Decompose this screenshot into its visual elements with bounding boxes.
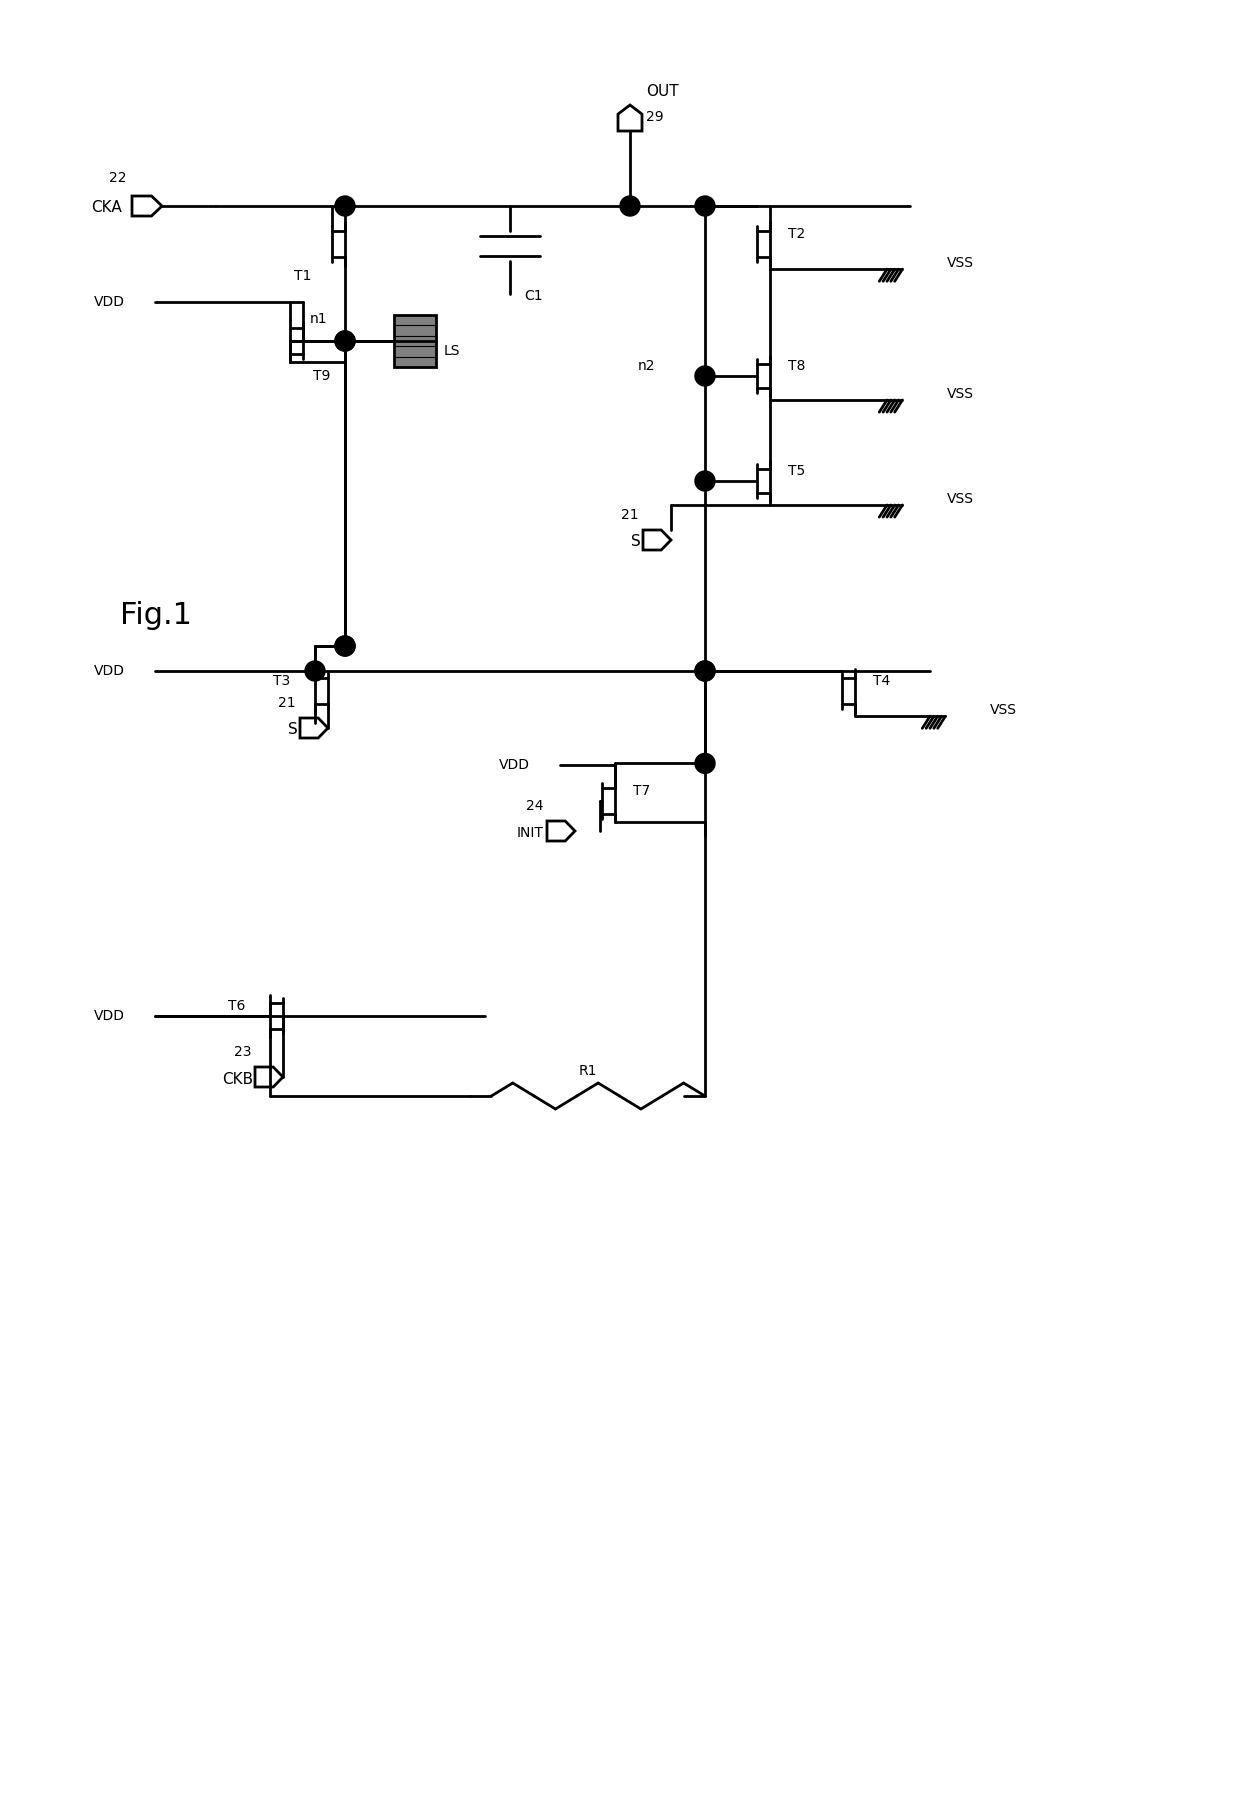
Circle shape	[694, 367, 715, 387]
Text: T8: T8	[787, 360, 805, 372]
Text: VSS: VSS	[990, 703, 1017, 717]
Text: 23: 23	[233, 1044, 250, 1059]
Text: T5: T5	[787, 465, 805, 478]
Circle shape	[305, 661, 325, 681]
Text: VDD: VDD	[94, 1010, 125, 1022]
Circle shape	[335, 196, 355, 216]
Text: T9: T9	[312, 369, 330, 383]
Text: T1: T1	[294, 269, 311, 283]
Text: T2: T2	[787, 227, 805, 242]
Text: T4: T4	[873, 674, 890, 688]
Text: R1: R1	[578, 1064, 596, 1079]
Text: VDD: VDD	[94, 665, 125, 677]
Circle shape	[335, 331, 355, 350]
Text: T3: T3	[273, 674, 290, 688]
Text: 29: 29	[646, 111, 663, 123]
Text: C1: C1	[525, 289, 543, 303]
Text: CKA: CKA	[92, 200, 122, 214]
Circle shape	[335, 636, 355, 656]
Text: OUT: OUT	[646, 84, 678, 98]
Circle shape	[335, 331, 355, 350]
Text: VDD: VDD	[498, 757, 529, 772]
Text: S: S	[631, 534, 641, 550]
Text: VSS: VSS	[947, 492, 973, 507]
Text: INIT: INIT	[516, 826, 543, 841]
Text: S: S	[288, 723, 298, 737]
Text: VDD: VDD	[94, 294, 125, 309]
Text: 22: 22	[109, 171, 126, 185]
Circle shape	[335, 636, 355, 656]
Circle shape	[620, 196, 640, 216]
Text: Fig.1: Fig.1	[120, 601, 192, 630]
Text: VSS: VSS	[947, 387, 973, 401]
Text: VSS: VSS	[947, 256, 973, 271]
Text: LS: LS	[444, 343, 460, 358]
Circle shape	[694, 661, 715, 681]
Text: T7: T7	[632, 785, 650, 797]
Text: 24: 24	[526, 799, 543, 814]
Circle shape	[694, 470, 715, 490]
Text: n2: n2	[637, 360, 655, 372]
Circle shape	[694, 754, 715, 774]
Text: 21: 21	[278, 696, 296, 710]
Circle shape	[694, 661, 715, 681]
Circle shape	[694, 196, 715, 216]
Text: 21: 21	[621, 508, 639, 521]
Text: n1: n1	[309, 312, 327, 327]
Bar	[394, 314, 436, 367]
Text: CKB: CKB	[222, 1071, 253, 1086]
Text: T6: T6	[228, 999, 246, 1013]
